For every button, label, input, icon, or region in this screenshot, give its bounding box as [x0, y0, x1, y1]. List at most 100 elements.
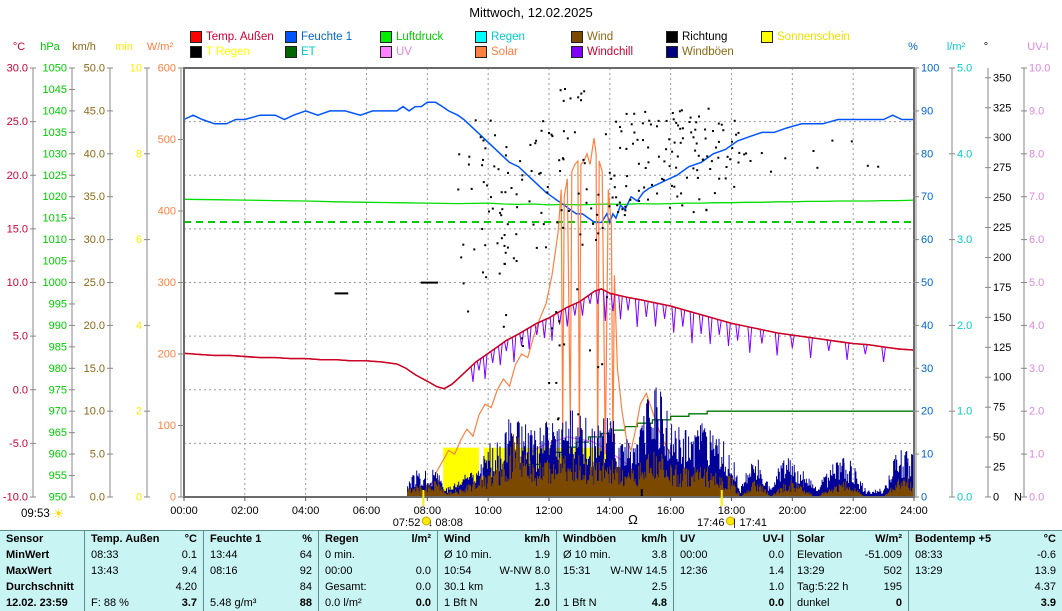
table-col-rain: Regen l/m² 0 min. 00:00 0.0 Gesamt: 0.0 0.0 l/m… — [318, 531, 437, 611]
svg-text:275: 275 — [993, 162, 1011, 174]
svg-text:30.0: 30.0 — [84, 234, 105, 246]
svg-text:3.0: 3.0 — [1029, 363, 1044, 375]
table-col-solar: Solar W/m² Elevation -51.009 13:29 502 Tag:5:2… — [790, 531, 908, 611]
svg-text:15.0: 15.0 — [84, 363, 105, 375]
table-row-solar-1: 13:29 502 — [797, 565, 902, 577]
x-axis: 00:00 02:00 04:00 06:00 08:00 10:00 12:00 14:00… — [170, 497, 928, 517]
svg-text:0: 0 — [170, 492, 176, 504]
svg-text:20: 20 — [921, 406, 933, 418]
table-row-gusts-1: 15:31 W-NW 14.5 — [563, 565, 667, 577]
axis-direction: 3503253002752502252001751501251007550250… — [984, 41, 1022, 504]
svg-text:15.0: 15.0 — [7, 223, 28, 235]
svg-text:UV-I: UV-I — [1027, 41, 1048, 53]
svg-text:90: 90 — [921, 105, 933, 117]
axis-wind: 50.0 45.0 40.0 35.0 30.0 25.0 20.0 15.0 10.0 5.0 0… — [72, 41, 113, 504]
table-row-rain-3: 0.0 l/m² 0.0 — [325, 597, 431, 609]
svg-text:40: 40 — [921, 320, 933, 332]
svg-text:40.0: 40.0 — [84, 148, 105, 160]
table-row-rain-2: Gesamt: 0.0 — [325, 581, 431, 593]
svg-text:1030: 1030 — [43, 148, 67, 160]
table-row-soiltemp-1: 13:29 13.9 — [915, 565, 1056, 577]
svg-text:35.0: 35.0 — [84, 191, 105, 203]
sun-note-time: 09:53 — [21, 508, 50, 520]
svg-text:200: 200 — [158, 349, 176, 361]
svg-text:100: 100 — [921, 63, 939, 75]
svg-text:25.0: 25.0 — [7, 116, 28, 128]
svg-text:300: 300 — [158, 277, 176, 289]
table-col-uv: UV UV-I 00:00 0.0 12:36 1.4 1.0 0.0 — [673, 531, 790, 611]
legend-swatch-sonnenschein — [761, 31, 773, 43]
page-title: Mittwoch, 12.02.2025 — [469, 5, 593, 20]
table-row-uv-1: 12:36 1.4 — [680, 565, 784, 577]
table-row-temp-3: F: 88 % 3.7 — [91, 597, 197, 609]
table-row-uv-0: 00:00 0.0 — [680, 549, 784, 561]
legend-label-sonnenschein: Sonnenschein — [777, 31, 850, 43]
svg-text:7.0: 7.0 — [1029, 191, 1044, 203]
table-row-humidity-3: 5.48 g/m³ 88 — [210, 597, 312, 609]
svg-text:8: 8 — [136, 148, 142, 160]
table-row-soiltemp-3: 3.9 — [1040, 597, 1056, 609]
svg-text:↓: ↓ — [428, 518, 433, 529]
svg-text:50: 50 — [993, 432, 1005, 444]
table-row-sensor-1: MaxWert — [6, 565, 52, 577]
svg-text:4.0: 4.0 — [1029, 320, 1044, 332]
legend-swatch-windboeen — [666, 46, 678, 58]
sun-icon: ☀ — [52, 506, 65, 521]
svg-text:950: 950 — [49, 492, 67, 504]
svg-text:1045: 1045 — [43, 84, 67, 96]
sun-icon — [421, 516, 431, 526]
table-row-wind-0: Ø 10 min. 1.9 — [444, 549, 550, 561]
axis-solar: 600 500 400 300 200 100 0 W/m² — [147, 41, 184, 504]
table-row-solar-2: Tag:5:22 h 195 — [797, 581, 902, 593]
svg-text:225: 225 — [993, 222, 1011, 234]
table-col-wind: Wind km/h Ø 10 min. 1.9 10:54 W-NW 8.0 30.1 km… — [437, 531, 556, 611]
series-richtung — [334, 88, 880, 497]
legend-item-t-regen: T Regen — [190, 46, 250, 58]
table-row-soiltemp-2: 4.37 — [1034, 581, 1056, 593]
table-header-solar: Solar W/m² — [797, 533, 902, 545]
svg-text:2: 2 — [136, 406, 142, 418]
svg-text:10.0: 10.0 — [7, 277, 28, 289]
stats-table: Sensor MinWert MaxWert Durchschnitt 12.02. 2… — [0, 530, 1062, 611]
svg-text:l/m²: l/m² — [947, 41, 966, 53]
table-row-wind-2: 30.1 km 1.3 — [444, 581, 550, 593]
legend-label-windchill: Windchill — [587, 46, 634, 58]
svg-text:975: 975 — [49, 384, 67, 396]
svg-text:5.0: 5.0 — [957, 63, 972, 75]
moon-symbol: Ω — [628, 512, 638, 527]
svg-text:30.0: 30.0 — [7, 63, 28, 75]
svg-text:0.0: 0.0 — [1029, 492, 1044, 504]
legend-swatch-feuchte-1 — [285, 31, 297, 43]
axis-temp: 30.0 25.0 20.0 15.0 10.0 5.0 0.0 -5.0 -10.0 °C — [3, 41, 36, 504]
svg-text:5.0: 5.0 — [90, 449, 105, 461]
sun-note: 09:53 ☀ — [21, 506, 65, 521]
svg-text:-10.0: -10.0 — [3, 492, 28, 504]
svg-text:990: 990 — [49, 320, 67, 332]
svg-text:20.0: 20.0 — [84, 320, 105, 332]
table-row-gusts-3: 1 Bft N 4.8 — [563, 597, 667, 609]
svg-text:200: 200 — [993, 252, 1011, 264]
legend-swatch-t-regen — [190, 46, 202, 58]
table-col-gusts: Windböen km/h Ø 10 min. 3.8 15:31 W-NW 14.5 2.… — [556, 531, 673, 611]
svg-text:22:00: 22:00 — [839, 505, 867, 517]
svg-text:350: 350 — [993, 72, 1011, 84]
svg-text:1050: 1050 — [43, 63, 67, 75]
table-row-temp-1: 13:43 9.4 — [91, 565, 197, 577]
svg-text:08:00: 08:00 — [414, 505, 442, 517]
svg-text:10: 10 — [130, 63, 142, 75]
table-row-rain-0: 0 min. — [325, 549, 355, 561]
svg-text:10:00: 10:00 — [474, 505, 502, 517]
svg-text:1015: 1015 — [43, 213, 67, 225]
svg-text:hPa: hPa — [40, 41, 60, 53]
legend-label-uv: UV — [396, 46, 412, 58]
svg-text:70: 70 — [921, 191, 933, 203]
table-row-uv-3: 0.0 — [768, 597, 784, 609]
svg-text:20.0: 20.0 — [7, 170, 28, 182]
legend-swatch-luftdruck — [380, 31, 392, 43]
svg-text:1025: 1025 — [43, 170, 67, 182]
svg-text:0: 0 — [993, 492, 999, 504]
svg-text:1.0: 1.0 — [1029, 449, 1044, 461]
legend-label-wind: Wind — [587, 31, 614, 43]
table-header-gusts: Windböen km/h — [563, 533, 667, 545]
axis-pressure: 1050 1045 1040 1035 1030 1025 1020 1015 1010 1005… — [40, 41, 75, 504]
